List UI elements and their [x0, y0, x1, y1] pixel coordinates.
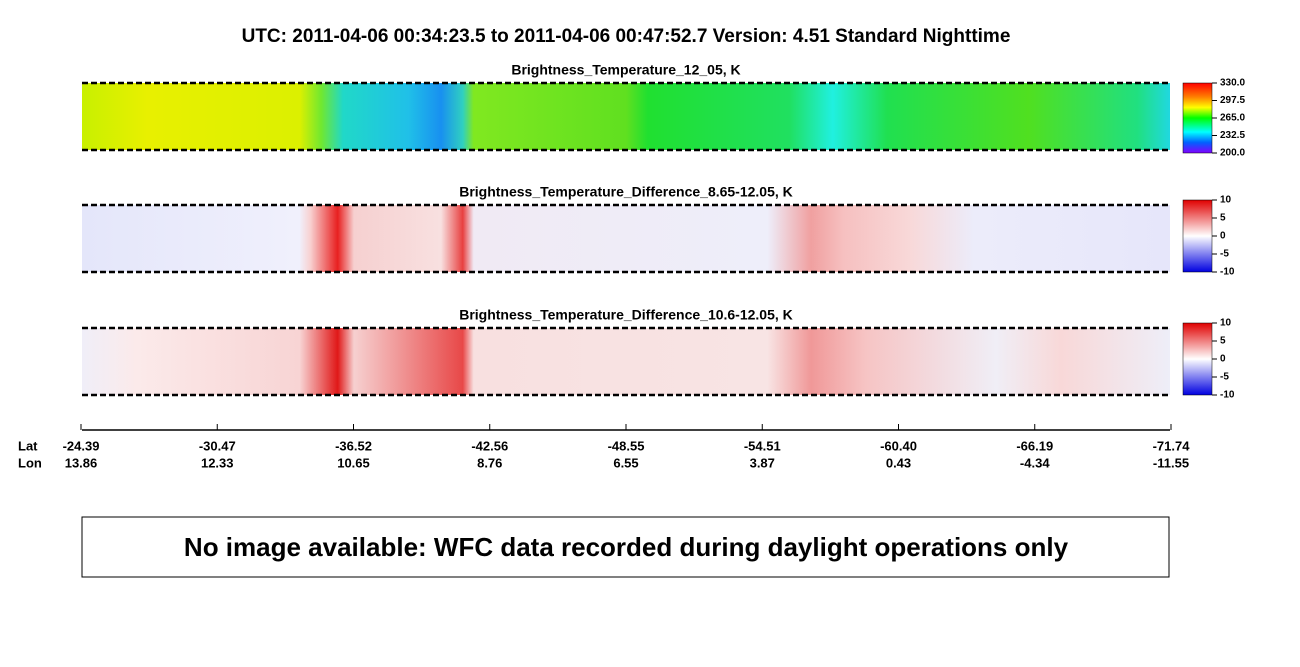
colorbar-tick-label: 330.0 — [1220, 78, 1245, 89]
lon-label: -11.55 — [1153, 455, 1189, 470]
lon-label: -4.34 — [1020, 455, 1050, 470]
lon-label: 8.76 — [477, 455, 502, 470]
row-label: Lon — [18, 455, 42, 470]
colorbar-tick-label: -5 — [1220, 372, 1229, 383]
message: No image available: WFC data recorded du… — [184, 532, 1069, 562]
colorbar-tick-label: 200.0 — [1220, 148, 1245, 159]
message-box — [81, 516, 1170, 578]
lat-label: -66.19 — [1016, 438, 1053, 453]
colorbar-tick-label: 297.5 — [1220, 95, 1245, 106]
lon-label: 10.65 — [337, 455, 370, 470]
colorbar-tick-label: 10 — [1220, 195, 1232, 206]
row-label: Lat — [18, 438, 38, 453]
colorbar — [1182, 322, 1213, 396]
lat-label: -42.56 — [471, 438, 508, 453]
heatmap — [82, 205, 1170, 272]
lat-label: -71.74 — [1153, 438, 1191, 453]
colorbar-tick-label: -10 — [1220, 390, 1235, 401]
heatmap — [82, 83, 1170, 150]
colorbar — [1182, 199, 1213, 273]
colorbar-tick-label: 265.0 — [1220, 113, 1245, 124]
lon-label: 0.43 — [886, 455, 911, 470]
colorbar-tick-label: 0 — [1220, 354, 1226, 365]
colorbar-tick-label: -10 — [1220, 267, 1235, 278]
lon-label: 3.87 — [750, 455, 775, 470]
colorbar-tick-label: 232.5 — [1220, 130, 1245, 141]
colorbar-tick-label: 5 — [1220, 213, 1226, 224]
lon-label: 6.55 — [613, 455, 638, 470]
lat-label: -36.52 — [335, 438, 372, 453]
lat-label: -60.40 — [880, 438, 917, 453]
colorbar — [1182, 82, 1213, 154]
lat-label: -24.39 — [63, 438, 100, 453]
heatmap — [82, 328, 1170, 395]
panel-title: Brightness_Temperature_Difference_10.6-1… — [459, 307, 793, 323]
lat-label: -30.47 — [199, 438, 236, 453]
colorbar-tick-label: 10 — [1220, 318, 1232, 329]
panel-title: Brightness_Temperature_12_05, K — [511, 62, 740, 78]
panel-title: Brightness_Temperature_Difference_8.65-1… — [459, 184, 793, 200]
lat-label: -48.55 — [608, 438, 645, 453]
colorbar-tick-label: 0 — [1220, 231, 1226, 242]
lon-label: 12.33 — [201, 455, 234, 470]
lon-label: 13.86 — [65, 455, 98, 470]
lat-label: -54.51 — [744, 438, 781, 453]
figure-title: UTC: 2011-04-06 00:34:23.5 to 2011-04-06… — [242, 26, 1011, 47]
colorbar-tick-label: 5 — [1220, 336, 1226, 347]
colorbar-tick-label: -5 — [1220, 249, 1229, 260]
